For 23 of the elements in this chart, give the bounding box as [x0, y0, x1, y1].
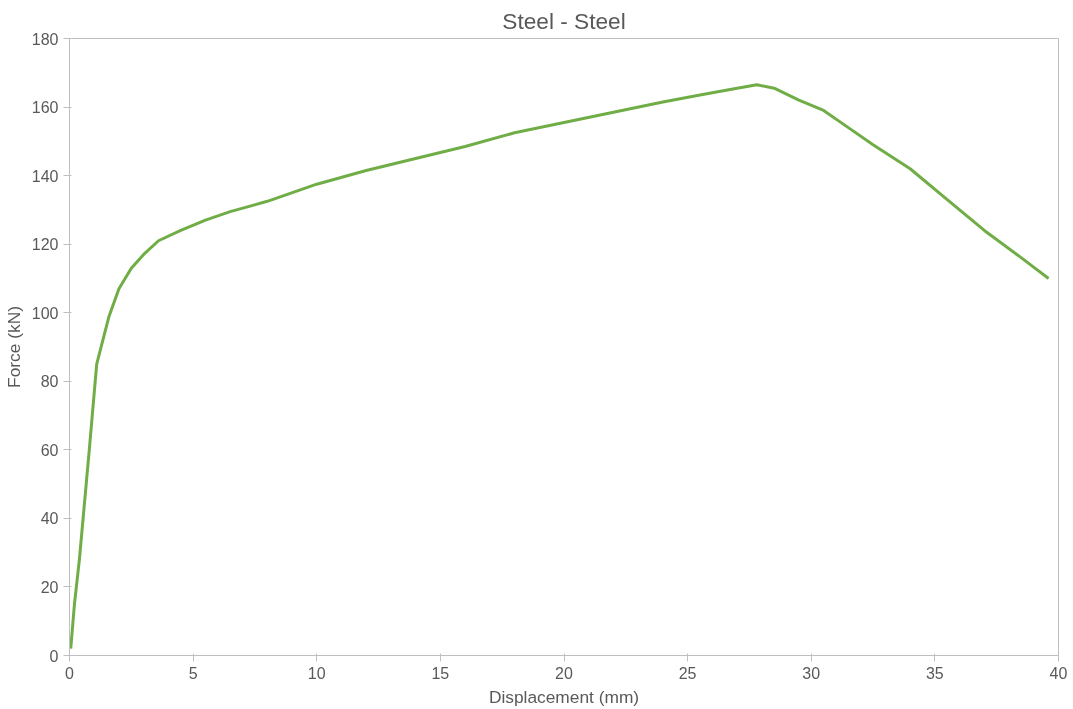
x-tick-label: 5 — [188, 664, 198, 682]
chart-title: Steel - Steel — [502, 7, 626, 34]
y-tick-label: 100 — [31, 304, 59, 322]
y-tick-label: 40 — [40, 510, 59, 528]
y-tick-label: 140 — [31, 167, 59, 185]
x-tick-label: 10 — [307, 664, 326, 682]
x-tick-label: 40 — [1049, 664, 1068, 682]
x-tick-label: 15 — [431, 664, 450, 682]
y-tick-label: 160 — [31, 99, 59, 117]
y-tick-label: 80 — [40, 373, 59, 391]
line-series — [69, 83, 1051, 651]
y-tick-label: 180 — [31, 30, 59, 48]
x-tick-label: 25 — [678, 664, 697, 682]
x-tick-label: 0 — [65, 664, 75, 682]
y-tick-label: 60 — [40, 441, 59, 459]
y-tick-label: 20 — [40, 578, 59, 596]
y-tick-label: 120 — [31, 236, 59, 254]
y-axis-title: Force (kN) — [3, 306, 24, 388]
x-tick-label: 30 — [802, 664, 821, 682]
y-tick-label: 0 — [49, 647, 59, 665]
x-axis-title: Displacement (mm) — [488, 686, 640, 707]
x-tick-label: 35 — [925, 664, 944, 682]
x-tick-label: 20 — [555, 664, 573, 682]
